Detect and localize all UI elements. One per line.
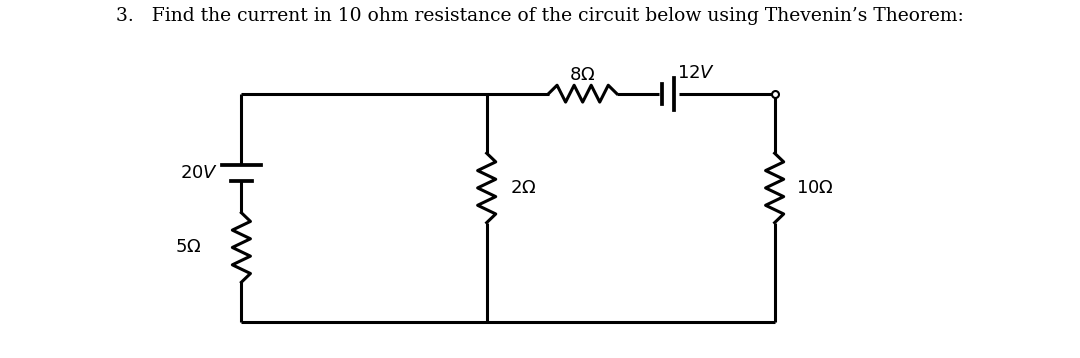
Text: $2\Omega$: $2\Omega$ [510, 179, 537, 197]
Text: $8\Omega$: $8\Omega$ [569, 66, 596, 84]
Text: 3.   Find the current in 10 ohm resistance of the circuit below using Thevenin’s: 3. Find the current in 10 ohm resistance… [117, 7, 963, 25]
Text: $20V$: $20V$ [179, 164, 218, 182]
Text: $12V$: $12V$ [676, 64, 715, 82]
Text: $5\Omega$: $5\Omega$ [175, 238, 202, 256]
Text: $10\Omega$: $10\Omega$ [796, 179, 834, 197]
